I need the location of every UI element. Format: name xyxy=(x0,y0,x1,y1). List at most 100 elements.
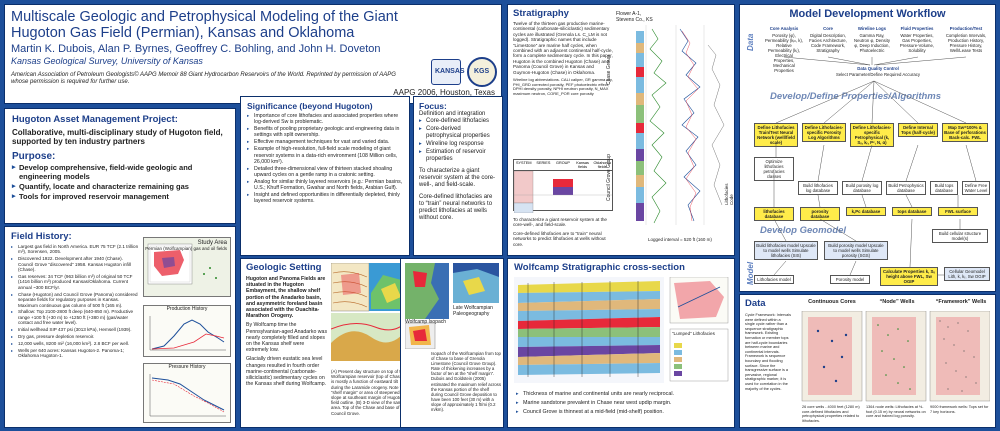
significance-item: Insight and defined opportunities in dif… xyxy=(247,192,403,204)
cross-section-graphic xyxy=(514,277,729,383)
workflow-source-detail: Digital Description, Facies Architecture… xyxy=(808,32,848,54)
kansas-logo-text: KANSAS xyxy=(435,68,465,75)
define-box: Map Sw=100% & Base of perforations Back-… xyxy=(942,123,988,142)
database-box: FWL surface xyxy=(938,207,978,216)
database-box: porosity database xyxy=(800,207,840,221)
data-caption: 1364 node wells: Lithofacies at ½-foot (… xyxy=(866,405,926,419)
production-history-graphic xyxy=(149,316,226,351)
data-column-title: Continuous Cores xyxy=(808,299,856,305)
cycle-framework-text: Cycle Framework: Intervals were defined … xyxy=(745,313,791,391)
geologic-setting-panel: Geologic Setting Hugoton and Panoma Fiel… xyxy=(240,258,410,428)
data-column-title: “Node” Wells xyxy=(879,299,915,305)
focus-item: Core-derived petrophysical properties xyxy=(419,126,497,140)
table-header: SYSTEM xyxy=(515,161,532,165)
database-box: tops database xyxy=(892,207,932,216)
significance-item: Effective management techniques for vast… xyxy=(247,139,403,145)
wolfcamp-finding: Thickness of marine and continental unit… xyxy=(516,391,732,398)
purpose-heading: Purpose: xyxy=(12,151,56,162)
isopach-caption: Isopach of the Wolfcampian from top of C… xyxy=(431,351,501,413)
develop-properties-heading: Develop/Define Properties/Algorithms xyxy=(770,91,942,102)
calculate-properties-box: Calculate Properties k, Sᵥ height above … xyxy=(880,267,938,286)
study-area-map: Study Area Permian (Wolfcampian) gas and … xyxy=(143,237,231,297)
focus-para-1: To characterize a giant reservoir system… xyxy=(419,168,496,188)
data-caption: 9000 framework wells: Tops set for 7 key… xyxy=(930,405,989,414)
significance-list: Importance of core lithofacies and assoc… xyxy=(247,113,403,204)
kgs-seal-logo: KGS xyxy=(467,57,497,87)
final-model-box: Porosity model xyxy=(830,275,870,284)
significance-item: Example of high-resolution, full-field s… xyxy=(247,146,403,164)
kgs-seal-text: KGS xyxy=(474,68,490,75)
title-panel: Multiscale Geologic and Petrophysical Mo… xyxy=(4,4,502,104)
workflow-side-data: Data xyxy=(746,33,755,51)
workflow-heading: Model Development Workflow xyxy=(789,8,946,20)
log-abbreviations: Wireline log abbreviations. CALI caliper… xyxy=(513,77,613,97)
define-box: Define Lithofacies Train/Test Neural Net… xyxy=(754,123,798,147)
table-header-row: SYSTEM SERIES GROUP Kansas fields Oklaho… xyxy=(514,160,612,171)
cellular-structure-box: Build cellular structure model(s) xyxy=(932,229,988,243)
significance-panel: Significance (beyond Hugoton) Importance… xyxy=(240,96,410,256)
pressure-history-chart: Pressure History xyxy=(143,363,231,423)
type-log-graphic xyxy=(616,25,732,225)
stratigraphy-para-2: To characterize a giant reservoir system… xyxy=(513,217,607,228)
data-caption: 26 core wells - 4000 feet (1280 m) core-… xyxy=(802,405,860,423)
data-panel: Data Continuous Cores “Node” Wells “Fram… xyxy=(739,294,996,428)
workflow-source-header: Fluid Properties xyxy=(900,26,934,31)
institution: Kansas Geological Survey, University of … xyxy=(11,56,203,66)
build-box: Build lithofacies log database xyxy=(798,181,838,195)
significance-item: Detailed three-dimensional view of thirt… xyxy=(247,166,403,178)
conference-line: AAPG 2006, Houston, Texas xyxy=(393,88,495,97)
lithofacies-code-label: Lithofacies Code xyxy=(724,183,734,205)
build-model-box: Build porosity model Upscale to model we… xyxy=(824,241,888,260)
purpose-list: Develop comprehensive, field-wide geolog… xyxy=(12,163,228,201)
stratigraphy-heading: Stratigraphy xyxy=(513,8,569,19)
significance-heading: Significance (beyond Hugoton) xyxy=(247,101,373,111)
production-history-chart: Production History xyxy=(143,305,231,357)
focus-para-2: Core-defined lithofacies are to “train” … xyxy=(419,194,493,221)
purpose-item: Develop comprehensive, field-wide geolog… xyxy=(12,163,228,181)
table-header: Kansas fields xyxy=(576,161,589,169)
focus-heading: Focus: xyxy=(419,101,447,111)
develop-geomodel-heading: Develop Geomodel xyxy=(760,225,847,236)
reprint-notice: American Association of Petroleum Geolog… xyxy=(11,72,396,85)
group-label-council-grove: Council Grove Group xyxy=(606,154,612,201)
build-box: Define Free Water Level xyxy=(962,181,990,195)
history-item: Initial wellhead SIP 437 psi (3013 kPa),… xyxy=(11,327,139,333)
database-box: k,Pc database xyxy=(846,207,886,216)
data-heading: Data xyxy=(745,298,766,309)
build-model-box: Build lithofacies model Upscale to model… xyxy=(754,241,818,260)
well-name: Flower A-1, xyxy=(616,11,642,17)
focus-lead: Definition and integration xyxy=(419,111,486,117)
history-list: Largest gas field in North America. EUR … xyxy=(11,244,139,359)
wolfcamp-cross-section-panel: Wolfcamp Stratigraphic cross-section “Lu… xyxy=(507,258,735,428)
table-header: Oklahoma fields xyxy=(593,161,611,169)
define-box: Define Lithofacies-specific Porosity Log… xyxy=(802,123,846,142)
stratigraphic-table-graphic xyxy=(513,170,612,214)
build-box: Build tops database xyxy=(930,181,958,195)
purpose-item: Quantify, locate and characterize remain… xyxy=(12,182,228,191)
stratigraphy-panel: Stratigraphy Twelve of the thirteen gas … xyxy=(507,4,735,256)
project-subtitle: Collaborative, multi-disciplinary study … xyxy=(12,128,223,146)
final-model-box: Lithofacies model xyxy=(754,275,794,284)
build-box: Build Petrophysics database xyxy=(886,181,926,195)
study-area-map-graphic xyxy=(147,243,217,285)
type-well-label: Flower A-1, Stevens Co., KS xyxy=(616,11,653,23)
structure-map-caption: (A) Present day structure on top of the … xyxy=(331,369,406,416)
history-item: Dry gas, pressure depletion reservoir. xyxy=(11,334,139,340)
paleogeography-map-graphic xyxy=(405,263,499,349)
group-label-chase: Chase Group xyxy=(606,55,612,85)
isopach-label: Wolfcamp Isopach xyxy=(405,319,447,325)
focus-item: Wireline log response xyxy=(419,141,497,148)
isopach-panel: Late Wolfcampian Paleogeography Wolfcamp… xyxy=(400,258,504,428)
build-box: Optimize lithofacies petrofacies classes xyxy=(754,157,794,181)
pressure-history-graphic xyxy=(149,374,226,417)
stratigraphy-para-3: Core-defined lithofacies are to “train” … xyxy=(513,230,606,247)
history-heading: Field History: xyxy=(11,231,72,242)
authors: Martin K. Dubois, Alan P. Byrnes, Geoffr… xyxy=(11,43,381,55)
project-panel: Hugoton Asset Management Project: Collab… xyxy=(4,108,236,224)
well-location: Stevens Co., KS xyxy=(616,17,653,23)
data-column-title: “Framework” Wells xyxy=(935,299,987,305)
workflow-source-detail: Water Properties, Gas Properties, Pressu… xyxy=(896,32,938,54)
focus-item: Core-defined lithofacies xyxy=(419,118,497,125)
geologic-heading: Geologic Setting xyxy=(246,262,322,273)
geologic-para-3: Glacially driven eustatic sea level chan… xyxy=(246,356,327,388)
